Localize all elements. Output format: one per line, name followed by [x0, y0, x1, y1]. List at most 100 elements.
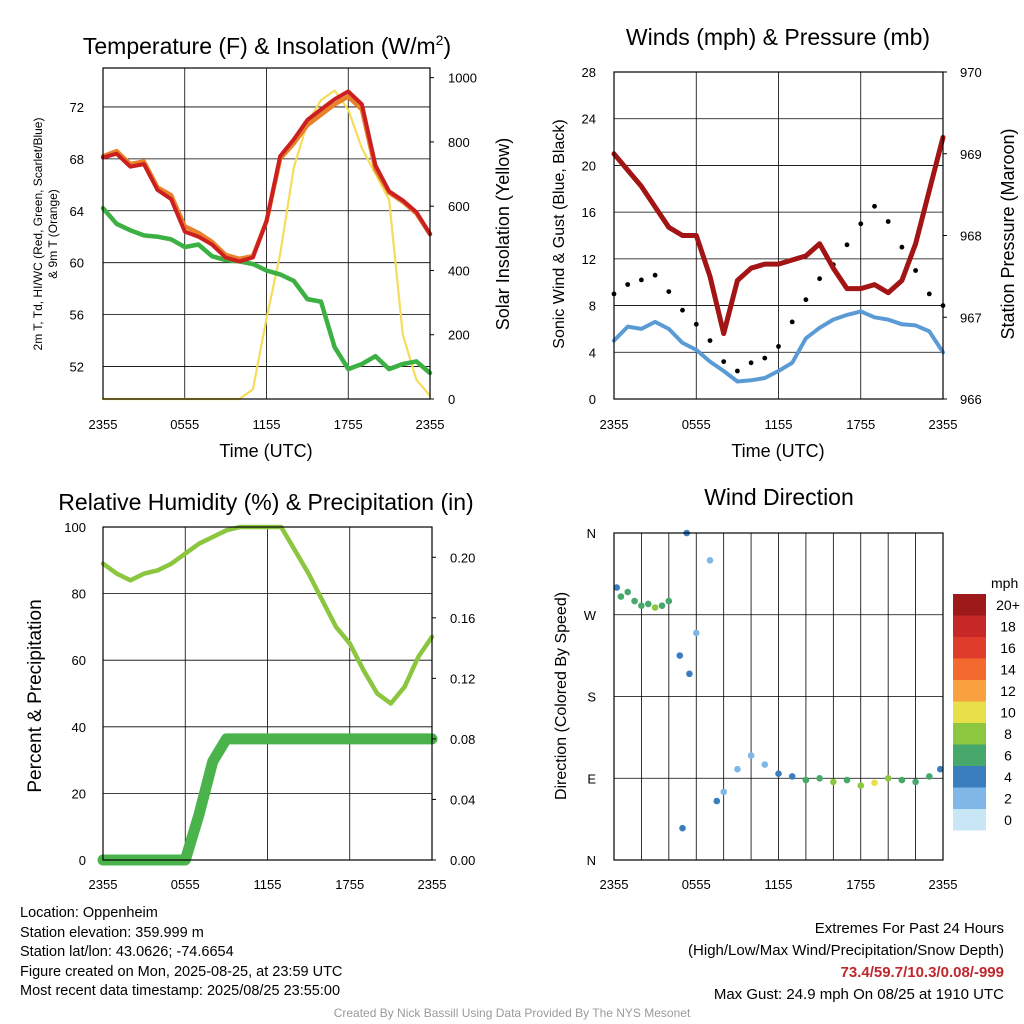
rh-tick-label: 100 [64, 520, 86, 535]
precip-tick-label: 0.00 [450, 853, 475, 868]
gust-point [776, 344, 781, 349]
direction-point [645, 600, 652, 608]
gust-point [762, 355, 768, 361]
gust-point [899, 244, 905, 250]
direction-title: Wind Direction [704, 484, 854, 510]
direction-point [843, 776, 851, 784]
gust-point [707, 338, 713, 343]
legend-label: 18 [1000, 619, 1016, 635]
gust-point [872, 203, 877, 209]
rh-tick-label: 60 [72, 653, 86, 668]
direction-tick-label: S [587, 690, 596, 705]
x-tick-label: 1155 [765, 877, 793, 892]
direction-point [658, 602, 666, 609]
gust-point [680, 307, 685, 313]
direction-point [937, 765, 944, 773]
station-latlon: Station lat/lon: 43.0626; -74.6654 [20, 944, 234, 960]
direction-tick-label: N [587, 526, 596, 541]
direction-point [720, 788, 727, 796]
gust-point [844, 242, 850, 248]
precip-tick-label: 0.20 [450, 550, 475, 565]
x-tick-label: 2355 [600, 877, 629, 892]
solar-tick-label: 0 [448, 392, 455, 407]
gust-point [913, 268, 918, 273]
pressure-tick-label: 970 [960, 65, 982, 80]
wind-tick-label: 8 [589, 299, 596, 314]
direction-point [761, 761, 769, 768]
direction-series [613, 529, 944, 832]
temp-tick-label: 72 [70, 100, 84, 115]
direction-point [638, 602, 645, 609]
legend-swatch [953, 658, 986, 680]
legend-swatch [953, 744, 986, 766]
solar-tick-label: 400 [448, 263, 470, 278]
figure-created: Figure created on Mon, 2025-08-25, at 23… [20, 963, 343, 980]
x-tick-label: 1155 [253, 417, 281, 432]
temperature-ylabel-left-line1: 2m T, Td, HI/WC (Red, Green, Scarlet/Blu… [31, 118, 45, 351]
pressure-tick-label: 969 [960, 147, 982, 162]
extremes-values: 73.4/59.7/10.3/0.08/-999 [840, 964, 1004, 981]
temp-tick-label: 64 [70, 204, 84, 219]
x-tick-label: 0555 [171, 877, 200, 892]
direction-point [651, 604, 659, 611]
gust-point [858, 221, 864, 227]
gust-point [666, 289, 672, 294]
temp-tick-label: 68 [70, 152, 84, 167]
legend-swatch [953, 680, 986, 702]
gust-point [748, 360, 754, 366]
winds-xlabel: Time (UTC) [731, 441, 824, 461]
gust-point [652, 272, 658, 278]
direction-point [816, 775, 823, 782]
x-tick-label: 1155 [765, 417, 793, 432]
temperature-title: Temperature (F) & Insolation (W/m2) [83, 32, 451, 59]
x-tick-label: 2355 [416, 417, 445, 432]
legend-swatch [953, 637, 986, 659]
direction-point [613, 584, 620, 591]
wind-tick-label: 0 [589, 392, 596, 407]
x-tick-label: 2355 [600, 417, 629, 432]
solar-tick-label: 1000 [448, 71, 477, 86]
legend-swatch [953, 594, 986, 616]
x-tick-label: 2355 [89, 877, 118, 892]
gust-point [639, 277, 644, 283]
direction-tick-label: N [587, 853, 596, 868]
pressure-line [611, 134, 946, 337]
direction-point [631, 597, 638, 605]
legend-label: 0 [1004, 812, 1012, 828]
solar-tick-label: 800 [448, 135, 470, 150]
station-elevation: Station elevation: 359.999 m [20, 924, 204, 941]
direction-plot-frame [613, 532, 944, 861]
legend-swatch [953, 701, 986, 723]
x-tick-label: 1755 [335, 877, 364, 892]
legend-title: mph [991, 575, 1018, 591]
precip-tick-label: 0.08 [450, 732, 475, 747]
wind-tick-label: 16 [582, 205, 596, 220]
gust-point [693, 321, 699, 327]
x-tick-label: 1755 [334, 417, 363, 432]
winds-grid [614, 72, 943, 399]
x-tick-label: 2355 [418, 877, 447, 892]
station-info: Location: Oppenheim Station elevation: 3… [20, 904, 342, 1002]
humidity-grid [103, 527, 432, 860]
direction-panel: Wind Direction N W S E N 2355 0555 1155 1755 2355… [553, 484, 1020, 892]
direction-point [693, 629, 700, 637]
direction-point [747, 752, 755, 759]
temp-tick-label: 56 [70, 308, 84, 323]
legend-swatch [953, 615, 986, 637]
precip-tick-label: 0.16 [450, 611, 475, 626]
x-tick-label: 0555 [682, 417, 711, 432]
wind-tick-label: 20 [582, 158, 596, 173]
direction-ylabel-left: Direction (Colored By Speed) [553, 592, 570, 800]
legend-swatch [953, 787, 986, 809]
direction-point [788, 773, 796, 780]
precip-tick-label: 0.12 [450, 671, 475, 686]
legend-swatch [953, 723, 986, 745]
extremes-subtitle: (High/Low/Max Wind/Precipitation/Snow De… [688, 942, 1004, 959]
gust-point [803, 297, 809, 303]
max-gust: Max Gust: 24.9 mph On 08/25 at 1910 UTC [713, 986, 1004, 1003]
gust-point [926, 291, 932, 297]
legend-label: 8 [1004, 726, 1012, 742]
